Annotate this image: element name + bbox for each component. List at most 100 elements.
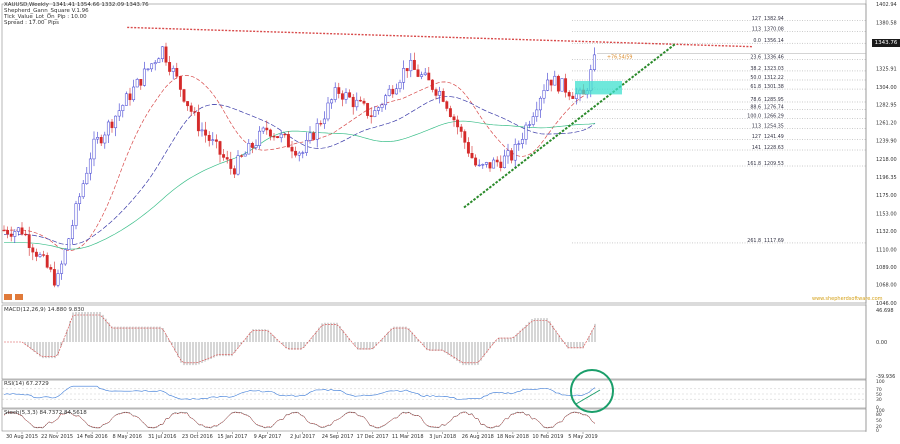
candle-body [301,152,305,154]
date-tick-label: 26 Aug 2018 [462,434,494,440]
candle-body [135,79,139,88]
candle-body [549,79,553,86]
candle-body [567,92,571,97]
candle-body [286,134,290,148]
candle-body [344,92,348,100]
candle-body [13,231,17,237]
macd-title: MACD(12,26,9) 14.880 9.830 [4,307,85,313]
resistance-line [127,26,753,48]
candle-body [207,135,211,141]
candle-body [132,86,136,101]
candle-body [466,142,470,154]
candle-body [38,254,42,257]
fib-level-pct: 127 [752,134,761,140]
fib-level-pct: 78.6 [750,97,761,103]
candle-body [81,183,85,198]
candle-body [186,101,190,107]
candle-body [398,82,402,90]
candle-body [412,59,416,70]
stoch-axis-label: 100 [876,408,885,414]
candle-body [470,153,474,159]
price-tick-label: 1325.91 [876,67,897,73]
projection-label: +76.54/59 [607,54,632,60]
fib-level-value: 1312.22 [764,75,784,81]
indicator-line-3: Spread : 17.00 Pips [4,20,60,26]
candle-body [160,46,164,60]
price-tick-label: 1089.00 [876,265,897,271]
fib-level-pct: 88.6 [750,105,761,111]
candle-body [592,54,596,70]
candle-body [42,254,46,256]
candle-body [88,158,92,174]
price-tick-label: 1402.94 [876,2,897,8]
candle-body [52,269,56,286]
candle-body [362,100,366,104]
candle-body [387,88,391,96]
candle-body [463,131,467,143]
fib-level-value: 1254.35 [764,123,784,129]
ma-slow-line [4,120,596,250]
fib-level-pct: 23.6 [750,55,761,61]
candle-body [204,129,208,136]
candle-body [45,255,49,268]
candle-body [355,99,359,108]
candle-body [409,59,413,72]
fib-level-pct: 0.0 [753,38,761,44]
candle-body [139,79,143,86]
fib-level-pct: 127 [752,16,761,22]
date-tick-label: 22 Nov 2015 [41,434,73,440]
toolbar-button-1[interactable] [4,294,12,300]
fib-level-value: 1336.46 [764,55,784,61]
rsi-axis-label: 30 [876,397,882,403]
candle-body [182,89,186,102]
candle-body [279,133,283,139]
candle-body [402,68,406,83]
candle-body [308,132,312,141]
candle-body [117,110,121,117]
stoch-axis-label: 20 [876,424,882,430]
candle-body [114,115,118,129]
rsi-axis-label: 0 [876,405,879,411]
indicator-line-2: Tick_Value_Lot_On_Pip : 10.00 [4,14,87,20]
candle-body [502,155,506,169]
candle-body [146,68,150,70]
candle-body [70,225,74,240]
stoch-axis-label: 0 [876,428,879,434]
macd-frame [1,304,867,380]
candle-body [416,69,420,77]
candle-body [524,124,528,140]
stoch-k-line [3,411,596,429]
price-tick-label: 1196.35 [876,175,897,181]
candle-body [34,251,38,257]
candle-body [236,155,240,175]
fib-level-pct: 141 [752,145,761,151]
candle-body [506,150,510,157]
candle-body [211,139,215,141]
price-tick-label: 1132.00 [876,229,897,235]
candle-body [110,121,114,129]
candle-body [31,247,35,253]
candle-body [63,249,67,265]
ma-fast-line [4,75,596,251]
candle-body [268,129,272,137]
rsi-axis-label: 70 [876,387,882,393]
toolbar-button-2[interactable] [15,294,23,300]
price-tick-label: 1239.90 [876,139,897,145]
macd-axis-label: 46.698 [876,308,894,314]
macd-axis-label: -39.936 [876,374,895,380]
candle-body [49,267,53,270]
candle-body [456,119,460,128]
candle-body [222,154,226,158]
date-tick-label: 11 Mar 2018 [392,434,424,440]
date-tick-label: 17 Dec 2017 [357,434,389,440]
candle-body [366,103,370,116]
candle-body [326,102,330,120]
current-price-label: 1343.76 [872,39,900,47]
fib-level-value: 1276.74 [764,105,784,111]
rsi-title: RSI(14) 67.2729 [4,381,49,387]
date-tick-label: 14 Feb 2016 [77,434,108,440]
date-tick-label: 30 Aug 2015 [6,434,38,440]
candle-body [258,130,262,146]
rsi-highlight-circle [570,369,614,413]
